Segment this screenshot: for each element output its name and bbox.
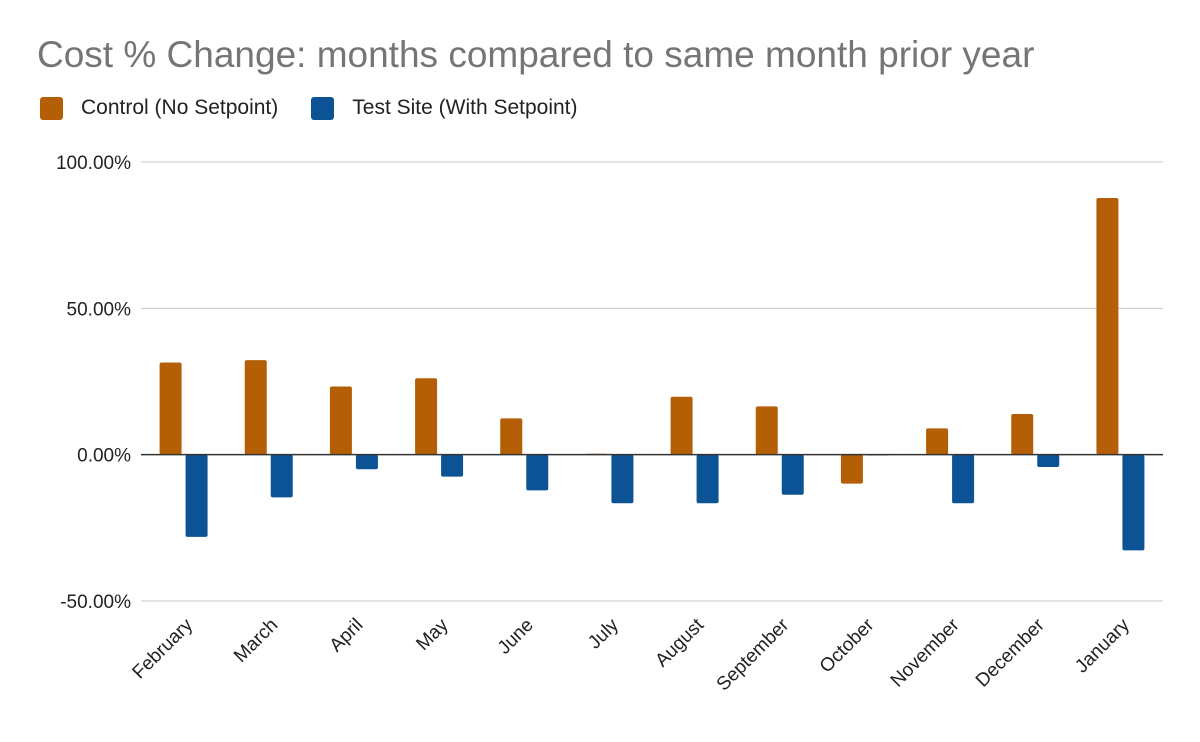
bar-control-october — [840, 454, 863, 484]
bar-test-site-may — [441, 454, 464, 477]
bar-control-march — [244, 360, 267, 455]
bar-test-site-march — [270, 454, 293, 498]
legend-swatch-control — [40, 96, 63, 120]
x-tick-label: August — [651, 614, 708, 671]
bar-control-june — [500, 418, 523, 455]
bar-control-august — [670, 396, 693, 455]
y-tick-label: 50.00% — [67, 299, 132, 320]
bar-control-september — [755, 406, 778, 455]
legend-item-test-site[interactable]: Test Site (With Setpoint) — [311, 96, 578, 120]
legend: Control (No Setpoint) Test Site (With Se… — [40, 96, 611, 120]
y-tick-label: 0.00% — [77, 446, 131, 467]
bar-test-site-february — [185, 454, 208, 537]
bar-control-february — [159, 362, 182, 455]
legend-item-control[interactable]: Control (No Setpoint) — [40, 96, 278, 120]
legend-label-test-site: Test Site (With Setpoint) — [352, 96, 578, 119]
bar-test-site-december — [1037, 454, 1060, 467]
legend-swatch-test-site — [311, 96, 335, 120]
bar-test-site-november — [952, 454, 975, 504]
bar-test-site-april — [355, 454, 378, 470]
x-tick-label: October — [816, 614, 879, 677]
x-tick-label: November — [887, 614, 964, 691]
bar-control-december — [1011, 413, 1034, 455]
y-tick-label: -50.00% — [60, 592, 131, 613]
x-tick-label: January — [1071, 614, 1134, 677]
x-tick-label: March — [230, 615, 282, 667]
bar-test-site-august — [696, 454, 719, 504]
bar-control-november — [926, 428, 949, 455]
legend-label-control: Control (No Setpoint) — [81, 96, 279, 119]
x-tick-label: May — [412, 614, 453, 655]
bar-control-january — [1096, 197, 1119, 455]
x-tick-label: July — [584, 614, 623, 653]
bar-test-site-july — [611, 454, 634, 504]
bar-control-april — [329, 386, 352, 455]
bar-test-site-june — [526, 454, 549, 491]
x-tick-label: December — [972, 614, 1049, 691]
x-tick-label: April — [326, 615, 368, 657]
x-tick-label: September — [713, 614, 794, 695]
chart-title: Cost % Change: months compared to same m… — [37, 34, 1035, 75]
bar-control-may — [415, 378, 438, 455]
y-tick-label: 100.00% — [56, 153, 131, 174]
x-tick-label: February — [129, 614, 198, 683]
x-tick-label: June — [494, 615, 538, 659]
bar-test-site-january — [1122, 454, 1145, 551]
bar-test-site-september — [781, 454, 804, 495]
